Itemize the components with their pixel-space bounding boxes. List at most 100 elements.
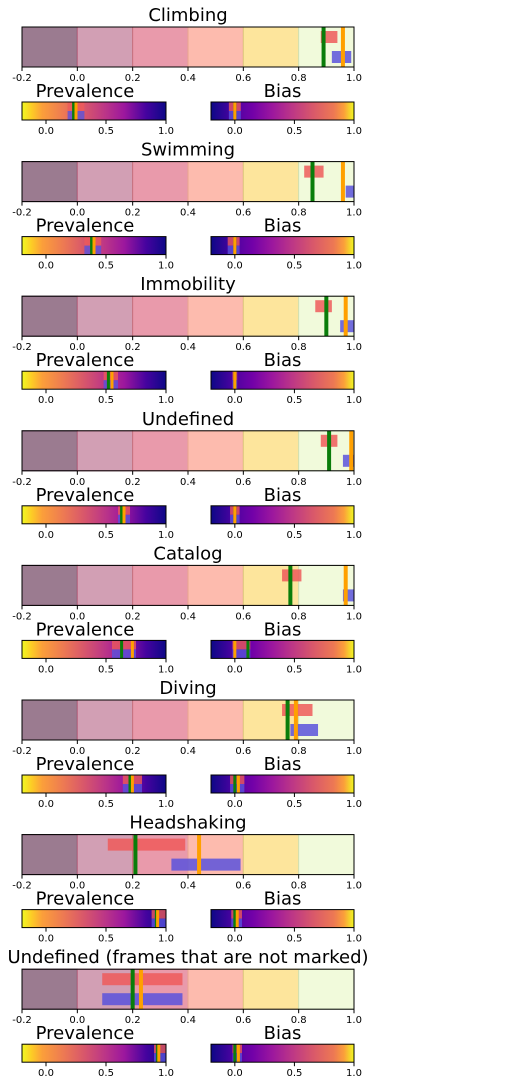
prevalence-colorbar: 0.0 0.5 1.0 bbox=[21, 774, 174, 810]
x-tick-label: 0.0 bbox=[227, 126, 243, 137]
score-band bbox=[76, 26, 134, 68]
colormap-gradient bbox=[22, 775, 166, 793]
blue-range-bar bbox=[112, 649, 136, 659]
x-tick-label: 0.0 bbox=[227, 530, 243, 541]
blue-range-bar bbox=[232, 649, 251, 659]
bias-colorbar: 0.0 0.5 1.0 bbox=[210, 505, 362, 541]
colorbar-frame bbox=[210, 774, 355, 794]
x-tick-label: 0.6 bbox=[235, 477, 251, 488]
bias-colorbar: 0.0 0.5 1.0 bbox=[210, 236, 362, 272]
x-tick-label: 0.8 bbox=[291, 73, 307, 84]
x-tick-label: 0.0 bbox=[227, 799, 243, 810]
x-tick-label: 0.5 bbox=[98, 530, 114, 541]
x-tick-label: 0.8 bbox=[291, 1015, 307, 1026]
behavior-panel: Undefined (frames that are not marked)-0… bbox=[7, 947, 368, 1079]
x-tick-label: 0.2 bbox=[125, 746, 141, 757]
x-tick-label: 0.0 bbox=[227, 664, 243, 675]
colorbar-frame bbox=[210, 236, 355, 256]
x-tick-label: 1.0 bbox=[346, 73, 362, 84]
x-tick-label: -0.2 bbox=[12, 1015, 32, 1026]
colormap-gradient bbox=[211, 1044, 354, 1063]
prevalence-colorbar: 0.0 0.5 1.0 bbox=[21, 370, 174, 406]
score-band bbox=[76, 430, 134, 472]
x-tick-label: 0.4 bbox=[180, 73, 196, 84]
score-band bbox=[242, 295, 300, 337]
x-tick-label: -0.2 bbox=[12, 881, 32, 892]
score-band bbox=[187, 430, 244, 472]
prevalence-label: Prevalence bbox=[36, 350, 135, 371]
x-tick-label: 0.5 bbox=[98, 664, 114, 675]
panel-title: Undefined bbox=[142, 409, 234, 430]
x-tick-label: 1.0 bbox=[346, 342, 362, 353]
x-tick-label: -0.2 bbox=[12, 611, 32, 622]
x-tick-label: 0.5 bbox=[98, 261, 114, 272]
x-tick-label: 0.6 bbox=[235, 73, 251, 84]
prevalence-label: Prevalence bbox=[36, 81, 135, 102]
x-tick-label: -0.2 bbox=[12, 477, 32, 488]
colormap-gradient bbox=[211, 775, 354, 793]
x-tick-label: 0.0 bbox=[227, 261, 243, 272]
score-band bbox=[132, 26, 189, 68]
behavior-panel: Immobility -0.2 0.0 0.2 0.4 0.6 0.8 1.0 Prevalen… bbox=[12, 274, 362, 406]
x-tick-label: 1.0 bbox=[158, 395, 174, 406]
behavior-panel: Swimming -0.2 0.0 0.2 0.4 0.6 0.8 1.0 Prevalence… bbox=[12, 140, 362, 272]
x-tick-label: 0.8 bbox=[291, 477, 307, 488]
bias-label: Bias bbox=[264, 754, 302, 775]
behavior-panel: Climbing -0.2 0.0 0.2 0.4 0.6 0.8 1.0 Prevalence… bbox=[12, 5, 362, 137]
x-tick-label: 0.6 bbox=[235, 342, 251, 353]
x-tick-label: 0.8 bbox=[291, 746, 307, 757]
x-tick-label: 0.8 bbox=[291, 881, 307, 892]
x-tick-label: 1.0 bbox=[158, 530, 174, 541]
x-tick-label: 1.0 bbox=[346, 799, 362, 810]
colorbar-frame bbox=[210, 370, 355, 390]
score-band bbox=[76, 564, 134, 606]
x-tick-label: 0.2 bbox=[125, 208, 141, 219]
x-tick-label: 0.0 bbox=[38, 664, 54, 675]
prevalence-colorbar: 0.0 0.5 1.0 bbox=[21, 101, 174, 137]
score-band bbox=[242, 430, 300, 472]
x-tick-label: 1.0 bbox=[346, 208, 362, 219]
x-tick-label: 0.4 bbox=[180, 881, 196, 892]
score-band bbox=[21, 564, 78, 606]
x-tick-label: 0.5 bbox=[98, 395, 114, 406]
colormap-gradient bbox=[22, 640, 166, 659]
blue-range-bar bbox=[345, 185, 354, 198]
x-tick-label: -0.2 bbox=[12, 208, 32, 219]
score-band bbox=[187, 968, 244, 1010]
x-tick-label: 0.0 bbox=[38, 261, 54, 272]
x-tick-label: 0.2 bbox=[125, 342, 141, 353]
red-range-bar bbox=[112, 640, 136, 650]
panel-title: Swimming bbox=[141, 140, 235, 161]
bias-label: Bias bbox=[264, 350, 302, 371]
colormap-gradient bbox=[211, 236, 354, 255]
prevalence-colorbar: 0.0 0.5 1.0 bbox=[21, 236, 174, 272]
colormap-gradient bbox=[211, 505, 354, 524]
x-tick-label: 0.5 bbox=[98, 126, 114, 137]
colorbar-frame bbox=[210, 505, 355, 525]
x-tick-label: -0.2 bbox=[12, 73, 32, 84]
x-tick-label: 1.0 bbox=[346, 934, 362, 945]
colormap-gradient bbox=[22, 1044, 166, 1063]
colormap-gradient bbox=[211, 371, 354, 390]
colorbar-frame bbox=[21, 1043, 167, 1063]
colorbar-frame bbox=[21, 505, 167, 525]
bias-colorbar: 0.0 0.5 1.0 bbox=[210, 101, 362, 137]
colormap-gradient bbox=[22, 102, 166, 120]
x-tick-label: -0.2 bbox=[12, 342, 32, 353]
prevalence-label: Prevalence bbox=[36, 754, 135, 775]
x-tick-label: 1.0 bbox=[346, 881, 362, 892]
colorbar-frame bbox=[21, 639, 167, 659]
colorbar-frame bbox=[21, 370, 167, 390]
main-axes: -0.2 0.0 0.2 0.4 0.6 0.8 1.0 bbox=[12, 26, 362, 84]
score-band bbox=[132, 295, 189, 337]
score-band bbox=[132, 430, 189, 472]
behavior-panel: Undefined -0.2 0.0 0.2 0.4 0.6 0.8 1.0 Prevalenc… bbox=[12, 409, 362, 541]
x-tick-label: 1.0 bbox=[158, 1068, 174, 1079]
x-tick-label: 0.6 bbox=[235, 881, 251, 892]
prevalence-label: Prevalence bbox=[36, 889, 135, 910]
prevalence-label: Prevalence bbox=[36, 485, 135, 506]
red-range-bar bbox=[232, 640, 251, 650]
score-band bbox=[242, 26, 300, 68]
main-axes: -0.2 0.0 0.2 0.4 0.6 0.8 1.0 bbox=[12, 161, 362, 219]
x-tick-label: 1.0 bbox=[346, 126, 362, 137]
